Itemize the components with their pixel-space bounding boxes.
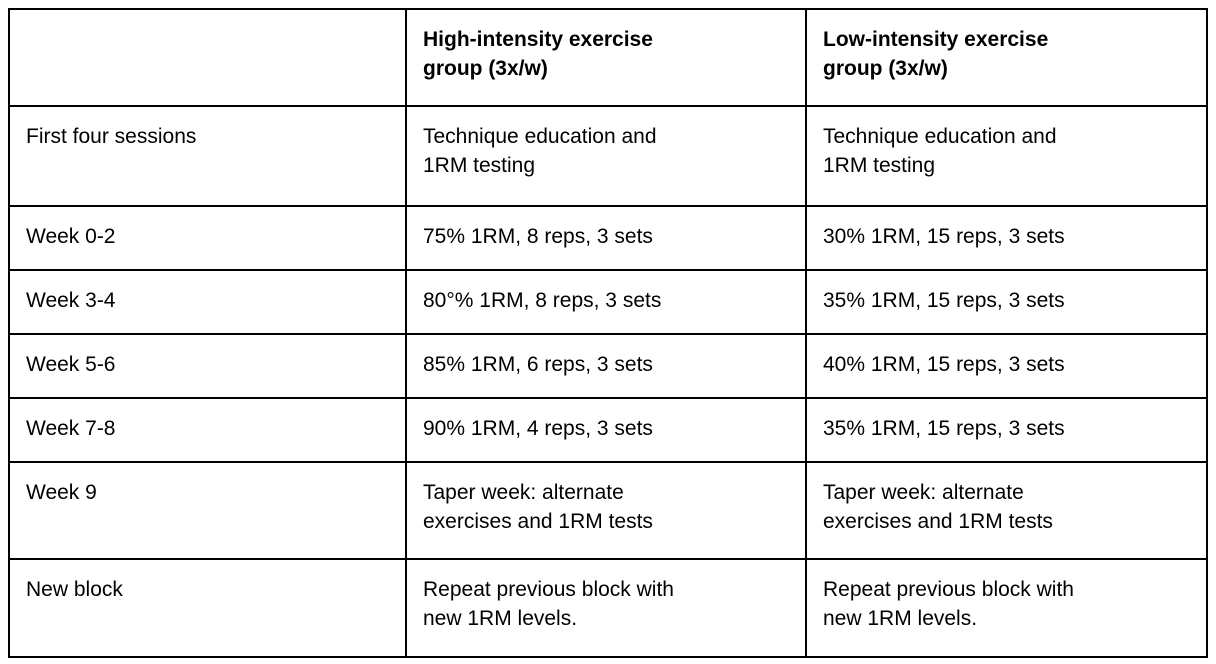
low-intensity-cell: 35% 1RM, 15 reps, 3 sets [805, 269, 1208, 335]
high-intensity-cell: Technique education and 1RM testing [405, 105, 807, 207]
row-label-cell: Week 5-6 [8, 333, 407, 399]
row-label-cell: Week 9 [8, 461, 407, 560]
high-intensity-cell: 85% 1RM, 6 reps, 3 sets [405, 333, 807, 399]
table-row-first-four-sessions: First four sessions Technique education … [8, 105, 1208, 207]
corner-header-cell [8, 8, 407, 107]
low-intensity-cell: Taper week: alternate exercises and 1RM … [805, 461, 1208, 560]
high-intensity-cell: Repeat previous block with new 1RM level… [405, 558, 807, 658]
high-intensity-cell: 75% 1RM, 8 reps, 3 sets [405, 205, 807, 271]
high-intensity-cell: Taper week: alternate exercises and 1RM … [405, 461, 807, 560]
exercise-program-table: High-intensity exercise group (3x/w) Low… [8, 8, 1208, 658]
high-intensity-cell: 90% 1RM, 4 reps, 3 sets [405, 397, 807, 463]
row-label-cell: New block [8, 558, 407, 658]
table-row-week-9: Week 9 Taper week: alternate exercises a… [8, 461, 1208, 560]
low-intensity-cell: Technique education and 1RM testing [805, 105, 1208, 207]
column-header-high-intensity: High-intensity exercise group (3x/w) [405, 8, 807, 107]
table-row-week-7-8: Week 7-8 90% 1RM, 4 reps, 3 sets 35% 1RM… [8, 397, 1208, 463]
row-label-cell: First four sessions [8, 105, 407, 207]
low-intensity-cell: Repeat previous block with new 1RM level… [805, 558, 1208, 658]
low-intensity-cell: 40% 1RM, 15 reps, 3 sets [805, 333, 1208, 399]
table-row-week-5-6: Week 5-6 85% 1RM, 6 reps, 3 sets 40% 1RM… [8, 333, 1208, 399]
row-label-cell: Week 0-2 [8, 205, 407, 271]
high-intensity-cell: 80°% 1RM, 8 reps, 3 sets [405, 269, 807, 335]
low-intensity-cell: 30% 1RM, 15 reps, 3 sets [805, 205, 1208, 271]
table-row-week-3-4: Week 3-4 80°% 1RM, 8 reps, 3 sets 35% 1R… [8, 269, 1208, 335]
row-label-cell: Week 3-4 [8, 269, 407, 335]
header-row: High-intensity exercise group (3x/w) Low… [8, 8, 1208, 107]
row-label-cell: Week 7-8 [8, 397, 407, 463]
low-intensity-cell: 35% 1RM, 15 reps, 3 sets [805, 397, 1208, 463]
column-header-low-intensity: Low-intensity exercise group (3x/w) [805, 8, 1208, 107]
table-row-week-0-2: Week 0-2 75% 1RM, 8 reps, 3 sets 30% 1RM… [8, 205, 1208, 271]
table-row-new-block: New block Repeat previous block with new… [8, 558, 1208, 658]
